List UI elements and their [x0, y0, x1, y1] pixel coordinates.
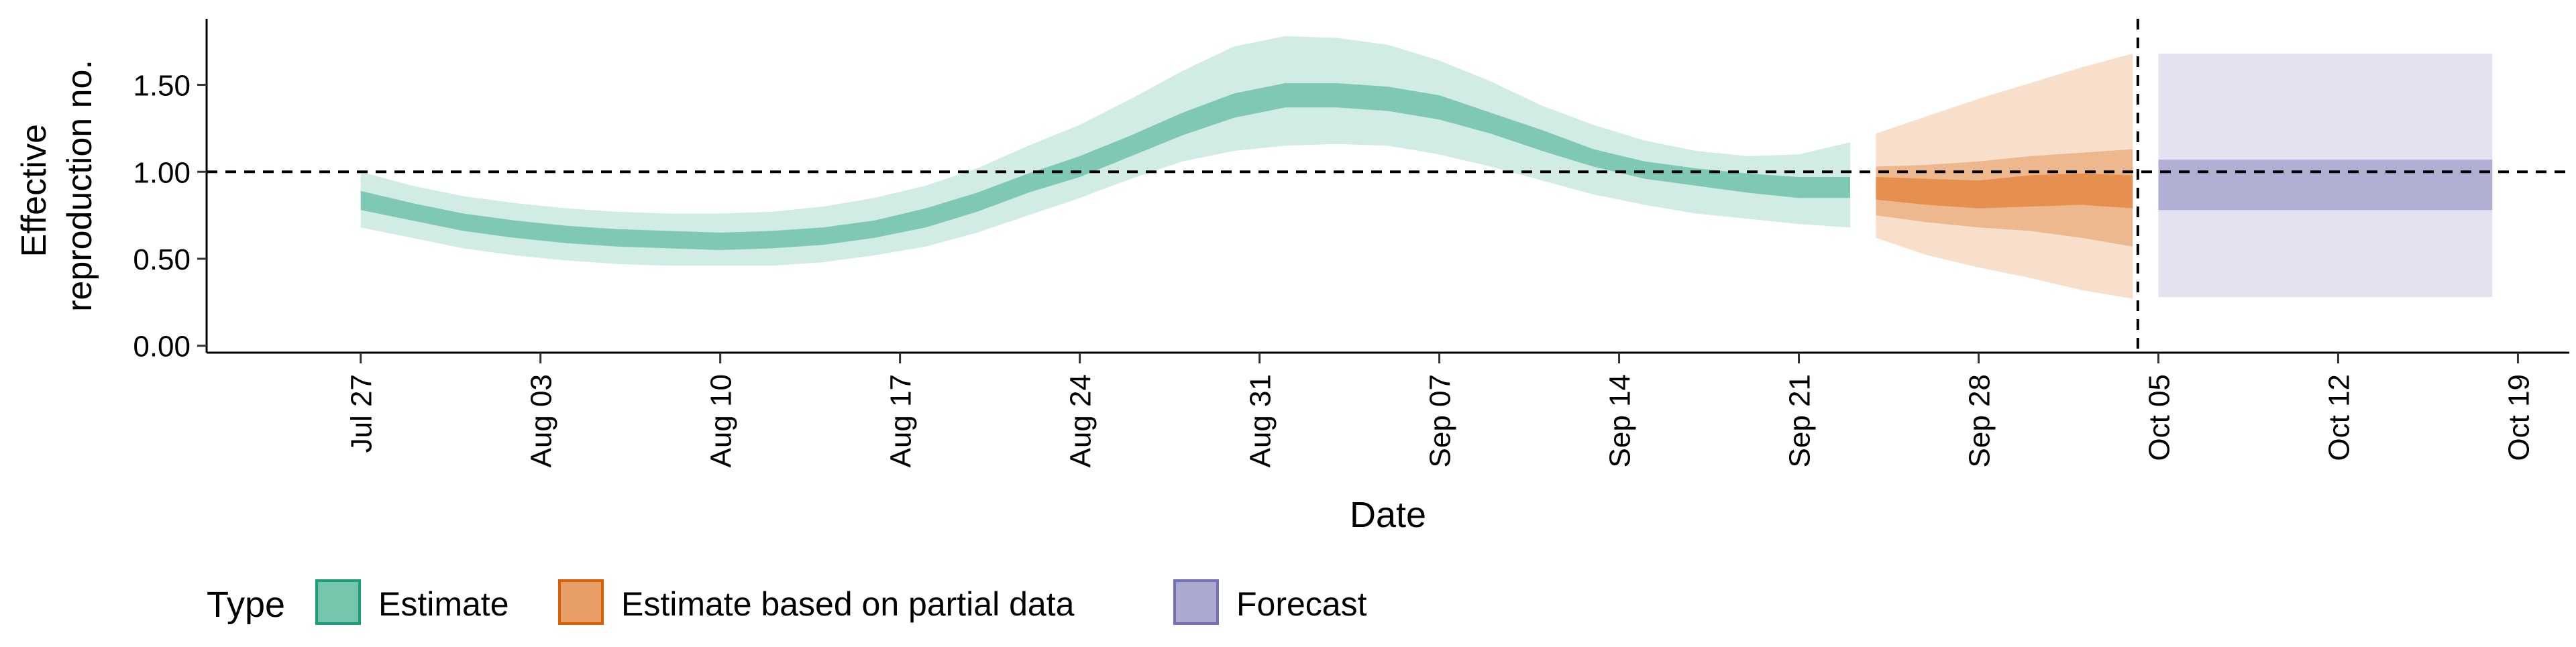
band-20-series-0 [360, 83, 1851, 250]
bands-layer [360, 36, 2493, 299]
x-tick-label: Oct 05 [2143, 374, 2176, 461]
y-tick-label: 1.50 [133, 70, 191, 103]
y-axis-title: Effective reproduction no. [15, 60, 99, 312]
legend-label-2: Estimate based on partial data [621, 585, 1075, 623]
legend-swatch-3 [1173, 579, 1219, 625]
legend: Type Estimate Estimate based on partial d… [207, 579, 1367, 625]
band-20-series-1 [1876, 173, 2133, 209]
x-tick-label: Jul 27 [345, 374, 378, 453]
band-50-series-1 [1876, 149, 2133, 247]
y-tick-label: 1.00 [133, 156, 191, 189]
legend-label-1: Estimate [378, 585, 509, 623]
y-tick-label: 0.00 [133, 331, 191, 363]
x-tick-label: Oct 12 [2322, 374, 2355, 461]
x-tick-label: Aug 10 [705, 374, 738, 467]
band-20-series-2 [2158, 160, 2493, 211]
x-tick-label: Oct 19 [2502, 374, 2535, 461]
x-ticks: Jul 27 Aug 03 Aug 10 Aug 17 Aug 24 Aug 31 Sep … [345, 353, 2535, 467]
y-ticks: 0.00 0.50 1.00 1.50 [133, 70, 207, 363]
legend-swatch-2 [558, 579, 604, 625]
x-tick-label: Sep 14 [1604, 374, 1637, 467]
legend-swatch-1 [315, 579, 361, 625]
legend-items: Estimate Estimate based on partial data Fo… [315, 579, 1367, 625]
y-tick-label: 0.50 [133, 243, 191, 276]
x-axis-title: Date [1350, 495, 1426, 535]
x-tick-label: Aug 17 [885, 374, 918, 467]
axes-layer [205, 19, 2569, 354]
x-tick-label: Sep 21 [1784, 374, 1817, 467]
y-axis-title-line-1: Effective [15, 124, 54, 257]
x-tick-label: Aug 03 [525, 374, 558, 467]
band-90-series-1 [1876, 53, 2133, 299]
x-tick-label: Aug 24 [1065, 374, 1097, 467]
x-tick-label: Aug 31 [1244, 374, 1277, 467]
x-tick-label: Sep 07 [1424, 374, 1457, 467]
legend-label-3: Forecast [1236, 585, 1367, 623]
legend-title: Type [207, 585, 285, 625]
band-90-series-0 [360, 36, 1851, 266]
band-90-series-2 [2158, 53, 2493, 298]
y-axis-title-line-2: reproduction no. [60, 60, 99, 312]
x-tick-label: Sep 28 [1964, 374, 1996, 467]
